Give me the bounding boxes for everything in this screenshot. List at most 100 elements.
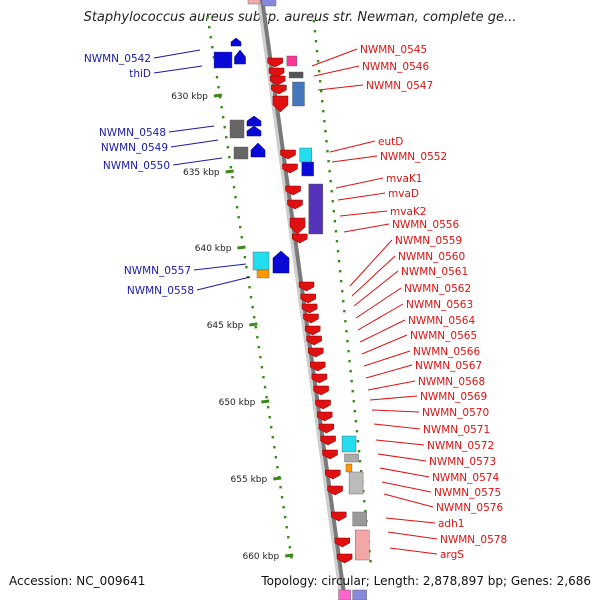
- gene-arrow-reverse: [300, 293, 316, 304]
- gene-arrow-reverse: [268, 67, 285, 78]
- leader-line: [311, 48, 358, 67]
- tick-dot: [337, 260, 341, 263]
- leader-line: [361, 334, 408, 355]
- tick-dot: [323, 120, 326, 123]
- tick-dot: [262, 376, 265, 379]
- leader-line: [383, 493, 434, 508]
- leader-line: [369, 395, 418, 401]
- gene-arrow-reverse: [307, 347, 324, 358]
- tick-dot: [325, 140, 328, 143]
- tick-dot: [290, 556, 293, 559]
- tick-dot: [345, 330, 348, 333]
- tick-dot: [327, 160, 330, 163]
- gene-arrow-reverse: [327, 485, 343, 496]
- gene-label: NWMN_0548: [99, 127, 166, 139]
- gene-label: adh1: [438, 518, 464, 530]
- gene-label: NWMN_0562: [404, 283, 471, 295]
- gene-box: [288, 71, 304, 79]
- gene-box: [261, 0, 277, 7]
- tick-dot: [280, 496, 284, 499]
- leader-line: [381, 481, 432, 493]
- gene-arrow-reverse: [285, 185, 301, 196]
- gene-box: [252, 251, 270, 271]
- gene-arrow-reverse: [282, 163, 298, 174]
- gene-box: [292, 81, 305, 107]
- gene-box: [308, 183, 323, 235]
- tick-dot: [228, 156, 231, 159]
- tick-dot: [355, 430, 359, 433]
- gene-arrow-reverse: [298, 281, 315, 292]
- tick-dot: [346, 340, 349, 343]
- tick-dot: [354, 420, 358, 423]
- gene-label: NWMN_0549: [101, 142, 168, 154]
- map-title: Staphylococcus aureus subsp. aureus str.…: [83, 10, 517, 25]
- gene-arrow-reverse: [304, 325, 321, 336]
- tick-dot: [239, 226, 242, 229]
- tick-dot: [263, 386, 267, 389]
- gene-label: NWMN_0571: [423, 424, 490, 436]
- tick-dot: [332, 210, 336, 213]
- tick-dot: [232, 186, 236, 189]
- tick-dot: [265, 396, 268, 399]
- leader-line: [367, 380, 416, 391]
- scale-label: 630 kbp: [171, 92, 208, 102]
- tick-dot: [315, 50, 319, 53]
- tick-dot: [257, 346, 261, 349]
- major-tick: [249, 322, 258, 327]
- leader-line: [371, 409, 420, 413]
- gene-label: NWMN_0560: [398, 251, 465, 263]
- scale-label: 640 kbp: [195, 244, 232, 254]
- gene-label: mvaK1: [386, 173, 422, 185]
- gene-label: NWMN_0575: [434, 487, 501, 499]
- tick-dot: [335, 240, 339, 243]
- tick-dot: [317, 70, 321, 73]
- tick-dot: [363, 500, 366, 503]
- tick-dot: [288, 546, 292, 549]
- tick-dot: [270, 426, 273, 429]
- tick-dot: [356, 440, 360, 443]
- leader-line: [377, 453, 427, 462]
- tick-dot: [341, 290, 344, 293]
- leader-line: [389, 547, 438, 555]
- gene-label: NWMN_0561: [401, 266, 468, 278]
- leader-line: [385, 517, 436, 524]
- gene-box: [299, 147, 312, 163]
- scale-label: 635 kbp: [183, 168, 220, 178]
- gene-label: NWMN_0578: [440, 534, 507, 546]
- tick-dot: [339, 280, 343, 283]
- gene-arrow-reverse: [287, 199, 303, 210]
- leader-line: [331, 155, 378, 163]
- tick-dot: [223, 126, 226, 129]
- gene-arrow-reverse: [269, 75, 286, 86]
- tick-dot: [225, 136, 228, 139]
- tick-dot: [342, 300, 345, 303]
- tick-dot: [259, 356, 262, 359]
- tick-dot: [347, 350, 350, 353]
- tick-dot: [211, 46, 214, 49]
- tick-dot: [351, 390, 354, 393]
- gene-arrow-reverse: [292, 233, 308, 244]
- tick-dot: [273, 446, 276, 449]
- tick-dot: [344, 320, 347, 323]
- tick-dot: [333, 220, 337, 223]
- tick-dot: [209, 36, 212, 39]
- gene-label: NWMN_0573: [429, 456, 496, 468]
- tick-dot: [331, 200, 334, 203]
- gene-label: NWMN_0569: [420, 391, 487, 403]
- leader-line: [339, 210, 388, 217]
- gene-arrow-reverse: [301, 303, 318, 314]
- gene-arrow-forward: [234, 49, 246, 65]
- tick-dot: [251, 306, 254, 309]
- gene-arrow-reverse: [330, 511, 347, 522]
- gene-label: NWMN_0558: [127, 285, 194, 297]
- gene-box: [229, 119, 245, 139]
- tick-dot: [206, 16, 209, 19]
- leader-line: [373, 423, 421, 430]
- gene-arrow-forward: [246, 115, 262, 127]
- leader-line: [387, 531, 438, 540]
- major-tick: [273, 476, 282, 481]
- tick-dot: [221, 116, 225, 119]
- tick-dot: [318, 80, 322, 83]
- tick-dot: [329, 180, 332, 183]
